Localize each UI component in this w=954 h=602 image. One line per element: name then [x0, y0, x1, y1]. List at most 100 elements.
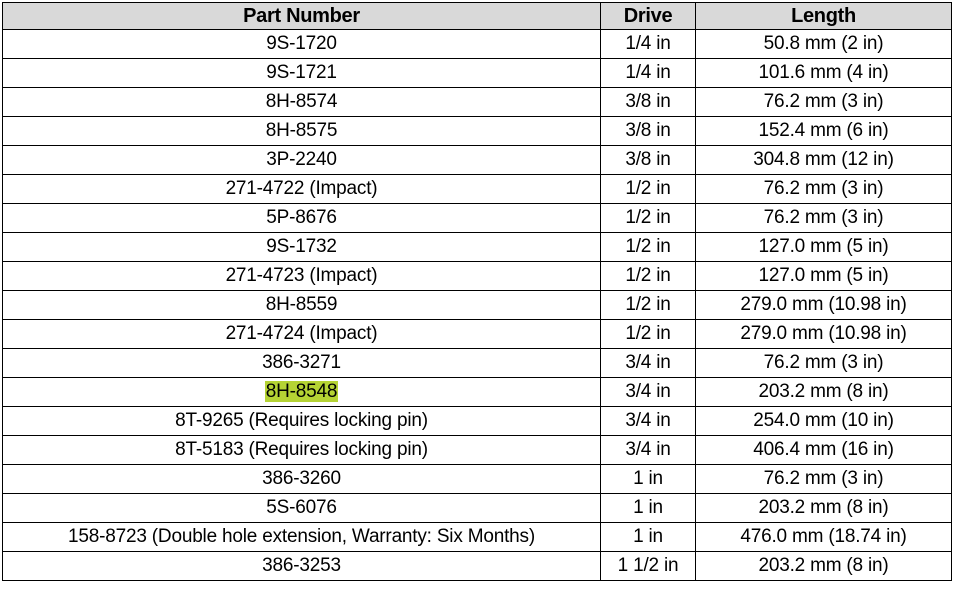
part-number-cell: 3P-2240	[2, 145, 601, 175]
part-number-cell: 386-3260	[2, 464, 601, 494]
length-cell: 254.0 mm (10 in)	[695, 406, 952, 436]
table-row: 386-3253 1 1/2 in 203.2 mm (8 in)	[2, 551, 952, 581]
table-header: Part Number Drive Length	[2, 2, 952, 30]
part-number-cell: 8H-8559	[2, 290, 601, 320]
table-row: 386-3260 1 in 76.2 mm (3 in)	[2, 464, 952, 494]
drive-cell: 1 in	[600, 464, 696, 494]
part-number-cell: 9S-1720	[2, 29, 601, 59]
table-row: 8T-5183 (Requires locking pin) 3/4 in 406.…	[2, 435, 952, 465]
part-number-text: 9S-1721	[266, 62, 337, 83]
part-number-cell: 271-4723 (Impact)	[2, 261, 601, 291]
length-cell: 406.4 mm (16 in)	[695, 435, 952, 465]
drive-cell: 1/4 in	[600, 58, 696, 88]
part-number-text: 158-8723 (Double hole extension, Warrant…	[68, 526, 535, 547]
part-number-cell: 8T-9265 (Requires locking pin)	[2, 406, 601, 436]
header-row: Part Number Drive Length	[2, 2, 952, 30]
part-number-text: 5P-8676	[266, 207, 337, 228]
part-number-text: 5S-6076	[266, 497, 337, 518]
part-number-cell: 8H-8575	[2, 116, 601, 146]
length-cell: 203.2 mm (8 in)	[695, 377, 952, 407]
drive-cell: 1/2 in	[600, 174, 696, 204]
part-number-cell: 386-3271	[2, 348, 601, 378]
header-drive: Drive	[600, 2, 696, 30]
part-number-text: 8H-8574	[265, 91, 338, 112]
part-number-text: 9S-1720	[266, 33, 337, 54]
length-cell: 101.6 mm (4 in)	[695, 58, 952, 88]
table-row: 3P-2240 3/8 in 304.8 mm (12 in)	[2, 145, 952, 175]
length-cell: 50.8 mm (2 in)	[695, 29, 952, 59]
drive-cell: 1 in	[600, 522, 696, 552]
header-length: Length	[695, 2, 952, 30]
table-row: 5S-6076 1 in 203.2 mm (8 in)	[2, 493, 952, 523]
header-part-number: Part Number	[2, 2, 601, 30]
drive-cell: 1/2 in	[600, 290, 696, 320]
drive-cell: 1/2 in	[600, 232, 696, 262]
table-row: 8H-8575 3/8 in 152.4 mm (6 in)	[2, 116, 952, 146]
drive-cell: 3/4 in	[600, 377, 696, 407]
part-number-cell: 8H-8548	[2, 377, 601, 407]
part-number-text: 9S-1732	[266, 236, 337, 257]
table-row: 271-4722 (Impact) 1/2 in 76.2 mm (3 in)	[2, 174, 952, 204]
part-number-text: 271-4724 (Impact)	[225, 323, 378, 344]
length-cell: 127.0 mm (5 in)	[695, 261, 952, 291]
part-number-cell: 271-4722 (Impact)	[2, 174, 601, 204]
part-number-cell: 9S-1721	[2, 58, 601, 88]
part-number-text: 3P-2240	[266, 149, 337, 170]
table-body: 9S-1720 1/4 in 50.8 mm (2 in) 9S-1721 1/4 in…	[2, 29, 952, 581]
part-number-cell: 8T-5183 (Requires locking pin)	[2, 435, 601, 465]
table-row: 8H-8548 3/4 in 203.2 mm (8 in)	[2, 377, 952, 407]
part-number-text: 271-4723 (Impact)	[225, 265, 378, 286]
length-cell: 304.8 mm (12 in)	[695, 145, 952, 175]
drive-cell: 3/4 in	[600, 406, 696, 436]
table-row: 9S-1720 1/4 in 50.8 mm (2 in)	[2, 29, 952, 59]
drive-cell: 1 1/2 in	[600, 551, 696, 581]
table-row: 158-8723 (Double hole extension, Warrant…	[2, 522, 952, 552]
table-row: 8T-9265 (Requires locking pin) 3/4 in 254.…	[2, 406, 952, 436]
drive-cell: 1/2 in	[600, 261, 696, 291]
part-number-cell: 5S-6076	[2, 493, 601, 523]
part-number-cell: 271-4724 (Impact)	[2, 319, 601, 349]
part-number-text: 386-3253	[262, 555, 341, 576]
table-row: 386-3271 3/4 in 76.2 mm (3 in)	[2, 348, 952, 378]
part-number-text: 8T-5183 (Requires locking pin)	[175, 439, 428, 460]
table-row: 5P-8676 1/2 in 76.2 mm (3 in)	[2, 203, 952, 233]
part-number-cell: 5P-8676	[2, 203, 601, 233]
length-cell: 279.0 mm (10.98 in)	[695, 290, 952, 320]
table-row: 8H-8559 1/2 in 279.0 mm (10.98 in)	[2, 290, 952, 320]
highlighted-part-number: 8H-8548	[264, 381, 339, 402]
length-cell: 76.2 mm (3 in)	[695, 348, 952, 378]
table-row: 271-4724 (Impact) 1/2 in 279.0 mm (10.98 i…	[2, 319, 952, 349]
drive-cell: 3/8 in	[600, 145, 696, 175]
part-number-text: 8T-9265 (Requires locking pin)	[175, 410, 428, 431]
length-cell: 76.2 mm (3 in)	[695, 203, 952, 233]
part-number-text: 8H-8575	[265, 120, 338, 141]
drive-cell: 3/8 in	[600, 116, 696, 146]
drive-cell: 3/4 in	[600, 435, 696, 465]
length-cell: 203.2 mm (8 in)	[695, 551, 952, 581]
table-row: 271-4723 (Impact) 1/2 in 127.0 mm (5 in)	[2, 261, 952, 291]
length-cell: 476.0 mm (18.74 in)	[695, 522, 952, 552]
length-cell: 76.2 mm (3 in)	[695, 464, 952, 494]
part-number-cell: 158-8723 (Double hole extension, Warrant…	[2, 522, 601, 552]
drive-cell: 3/8 in	[600, 87, 696, 117]
length-cell: 127.0 mm (5 in)	[695, 232, 952, 262]
parts-table: Part Number Drive Length 9S-1720 1/4 in 50…	[2, 2, 952, 581]
part-number-cell: 8H-8574	[2, 87, 601, 117]
table-row: 9S-1721 1/4 in 101.6 mm (4 in)	[2, 58, 952, 88]
length-cell: 203.2 mm (8 in)	[695, 493, 952, 523]
part-number-text: 386-3271	[262, 352, 341, 373]
drive-cell: 3/4 in	[600, 348, 696, 378]
drive-cell: 1/2 in	[600, 319, 696, 349]
table-row: 8H-8574 3/8 in 76.2 mm (3 in)	[2, 87, 952, 117]
part-number-text: 271-4722 (Impact)	[225, 178, 378, 199]
length-cell: 279.0 mm (10.98 in)	[695, 319, 952, 349]
length-cell: 152.4 mm (6 in)	[695, 116, 952, 146]
length-cell: 76.2 mm (3 in)	[695, 174, 952, 204]
part-number-cell: 9S-1732	[2, 232, 601, 262]
drive-cell: 1 in	[600, 493, 696, 523]
table-row: 9S-1732 1/2 in 127.0 mm (5 in)	[2, 232, 952, 262]
drive-cell: 1/2 in	[600, 203, 696, 233]
part-number-text: 8H-8559	[265, 294, 338, 315]
part-number-cell: 386-3253	[2, 551, 601, 581]
part-number-text: 386-3260	[262, 468, 341, 489]
